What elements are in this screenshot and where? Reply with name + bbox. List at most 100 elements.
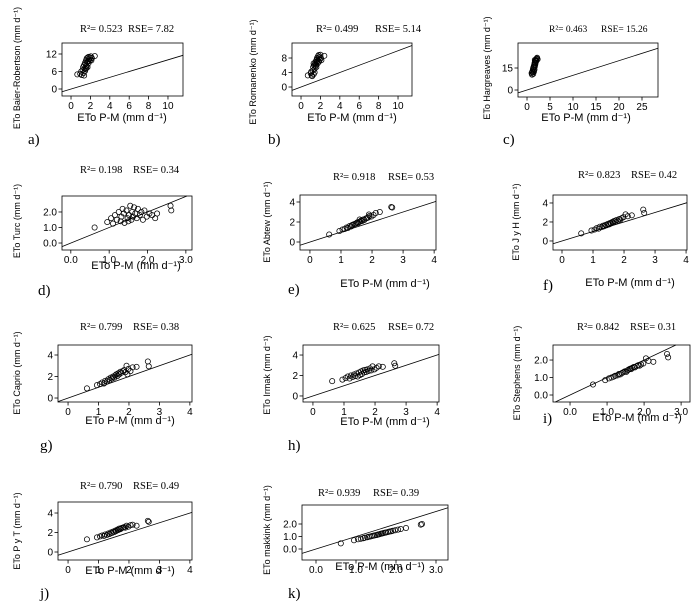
- scatter-panel-a: 0 2 4 6 8 10 0 6 12 R²= 0.523 RSE= 7.82 ETo Baier-R…: [12, 7, 184, 148]
- x-tick-label: 4: [187, 407, 193, 418]
- x-tick-label: 10: [162, 101, 174, 112]
- x-tick-label: 1.0: [349, 565, 363, 576]
- y-tick-label: 2: [542, 217, 548, 228]
- x-tick-label: 4: [434, 407, 440, 418]
- data-point: [376, 209, 383, 215]
- identity-line: [57, 511, 193, 556]
- data-point: [370, 212, 377, 218]
- x-tick-label: 2: [126, 407, 132, 418]
- x-axis-title: ETo P-M (mm d⁻¹): [91, 260, 181, 272]
- y-tick-label: 2.0: [283, 520, 297, 531]
- data-point: [336, 228, 343, 234]
- scatter-panel-j: 0 1 2 3 4 0 2 4 R²= 0.790 RSE= 0.49 ETo P y T (mm …: [12, 481, 193, 602]
- y-tick-label: 4: [542, 198, 548, 209]
- x-tick-label: 2: [126, 565, 132, 576]
- panel-letter: f): [543, 278, 553, 294]
- y-axis-title: ETo Caprio (mm d⁻¹): [12, 331, 22, 414]
- data-point: [347, 372, 354, 379]
- data-point: [602, 377, 609, 384]
- y-axis-title: ETo P y T (mm d⁻¹): [12, 492, 22, 569]
- y-axis-title: ETo Turc (mm d⁻¹): [12, 184, 22, 258]
- scatter-panel-c: 0 5 10 15 20 25 0 15 R²= 0.463 RSE= 15.26 ETo Harg…: [482, 16, 659, 148]
- data-point: [313, 64, 320, 71]
- data-point: [126, 212, 133, 219]
- x-axis-title: ETo P-M (mm d⁻¹): [85, 415, 175, 427]
- x-tick-label: 3: [403, 407, 409, 418]
- data-point: [665, 354, 672, 361]
- data-point: [361, 534, 368, 541]
- panel-letter: e): [288, 282, 300, 298]
- plot-frame: [57, 501, 193, 561]
- data-point: [368, 367, 375, 374]
- rse-label: RSE= 7.82: [128, 24, 174, 35]
- data-point: [88, 57, 95, 64]
- x-tick-label: 15: [590, 102, 602, 113]
- data-point: [123, 207, 130, 214]
- data-point: [392, 362, 399, 369]
- x-tick-label: 2: [88, 101, 94, 112]
- x-axis-title: ETo P-M (mm d⁻¹): [541, 112, 631, 124]
- data-point: [91, 224, 98, 231]
- data-point: [530, 68, 537, 75]
- y-tick-label: 8: [281, 54, 287, 65]
- data-point: [127, 522, 134, 529]
- x-tick-label: 2: [372, 407, 378, 418]
- data-point: [113, 216, 120, 223]
- scatter-panel-d: 0.0 1.0 2.0 3.0 0.0 1.0 2.0 R²= 0.198 RSE= 0.34 E…: [12, 165, 193, 299]
- r-squared-label: R²= 0.499: [316, 24, 358, 35]
- x-tick-label: 2: [318, 101, 324, 112]
- x-tick-label: 6: [126, 101, 132, 112]
- data-point: [389, 204, 396, 211]
- scatter-panel-i: 0.0 1.0 2.0 3.0 0.0 1.0 2.0 R²= 0.842 RSE= 0.31 E…: [512, 322, 691, 427]
- panel-letter: j): [39, 586, 49, 602]
- y-tick-label: 0.0: [43, 239, 57, 250]
- y-axis-title: ETo Hargreaves (mm d⁻¹): [482, 16, 492, 119]
- x-tick-label: 3.0: [179, 255, 193, 266]
- data-point: [617, 371, 624, 378]
- x-tick-label: 0.0: [309, 565, 323, 576]
- rse-label: RSE= 0.49: [133, 481, 179, 492]
- y-tick-label: 15: [502, 64, 514, 75]
- x-tick-label: 3: [157, 407, 163, 418]
- data-point: [641, 209, 648, 216]
- data-point: [134, 205, 141, 212]
- identity-line: [299, 201, 437, 246]
- data-point: [317, 51, 324, 58]
- plot-frame: [57, 344, 193, 403]
- x-tick-label: 1.0: [600, 407, 614, 418]
- data-point: [590, 381, 596, 388]
- rse-label: RSE= 0.34: [133, 165, 180, 176]
- scatter-panel-f: 0 1 2 3 4 0 2 4 R²= 0.823 RSE= 0.42 ETo J y H (mm …: [511, 170, 689, 294]
- x-tick-label: 0: [310, 407, 316, 418]
- data-point: [531, 56, 538, 63]
- identity-line: [555, 344, 677, 403]
- data-point: [588, 227, 595, 234]
- data-point: [379, 363, 386, 370]
- y-tick-label: 4: [47, 351, 53, 362]
- x-tick-label: 0: [65, 407, 71, 418]
- y-tick-label: 0: [507, 86, 513, 97]
- x-tick-label: 3: [652, 255, 658, 266]
- r-squared-label: R²= 0.463: [549, 25, 588, 35]
- data-point: [145, 518, 152, 525]
- identity-line: [291, 45, 413, 91]
- scatter-panel-e: 0 1 2 3 4 0 2 4 R²= 0.918 RSE= 0.53 ETo Abtew (mm …: [262, 172, 437, 298]
- y-tick-label: 4: [292, 351, 298, 362]
- x-tick-label: 2: [369, 255, 375, 266]
- x-tick-label: 1: [96, 565, 102, 576]
- data-point: [375, 363, 382, 370]
- x-tick-label: 4: [337, 101, 343, 112]
- data-point: [136, 212, 143, 219]
- y-axis-title: ETo Romanenko (mm d⁻¹): [248, 19, 258, 124]
- rse-label: RSE= 0.38: [133, 322, 179, 333]
- x-axis-title: ETo P-M (mm d⁻¹): [585, 277, 675, 289]
- y-axis-title: ETo Baier-Robertson (mm d⁻¹): [12, 7, 22, 129]
- data-point: [94, 534, 100, 541]
- x-tick-label: 2.0: [389, 565, 403, 576]
- data-point: [357, 535, 364, 542]
- data-point: [87, 56, 94, 63]
- y-tick-label: 0: [47, 548, 53, 559]
- y-tick-label: 0: [542, 236, 548, 247]
